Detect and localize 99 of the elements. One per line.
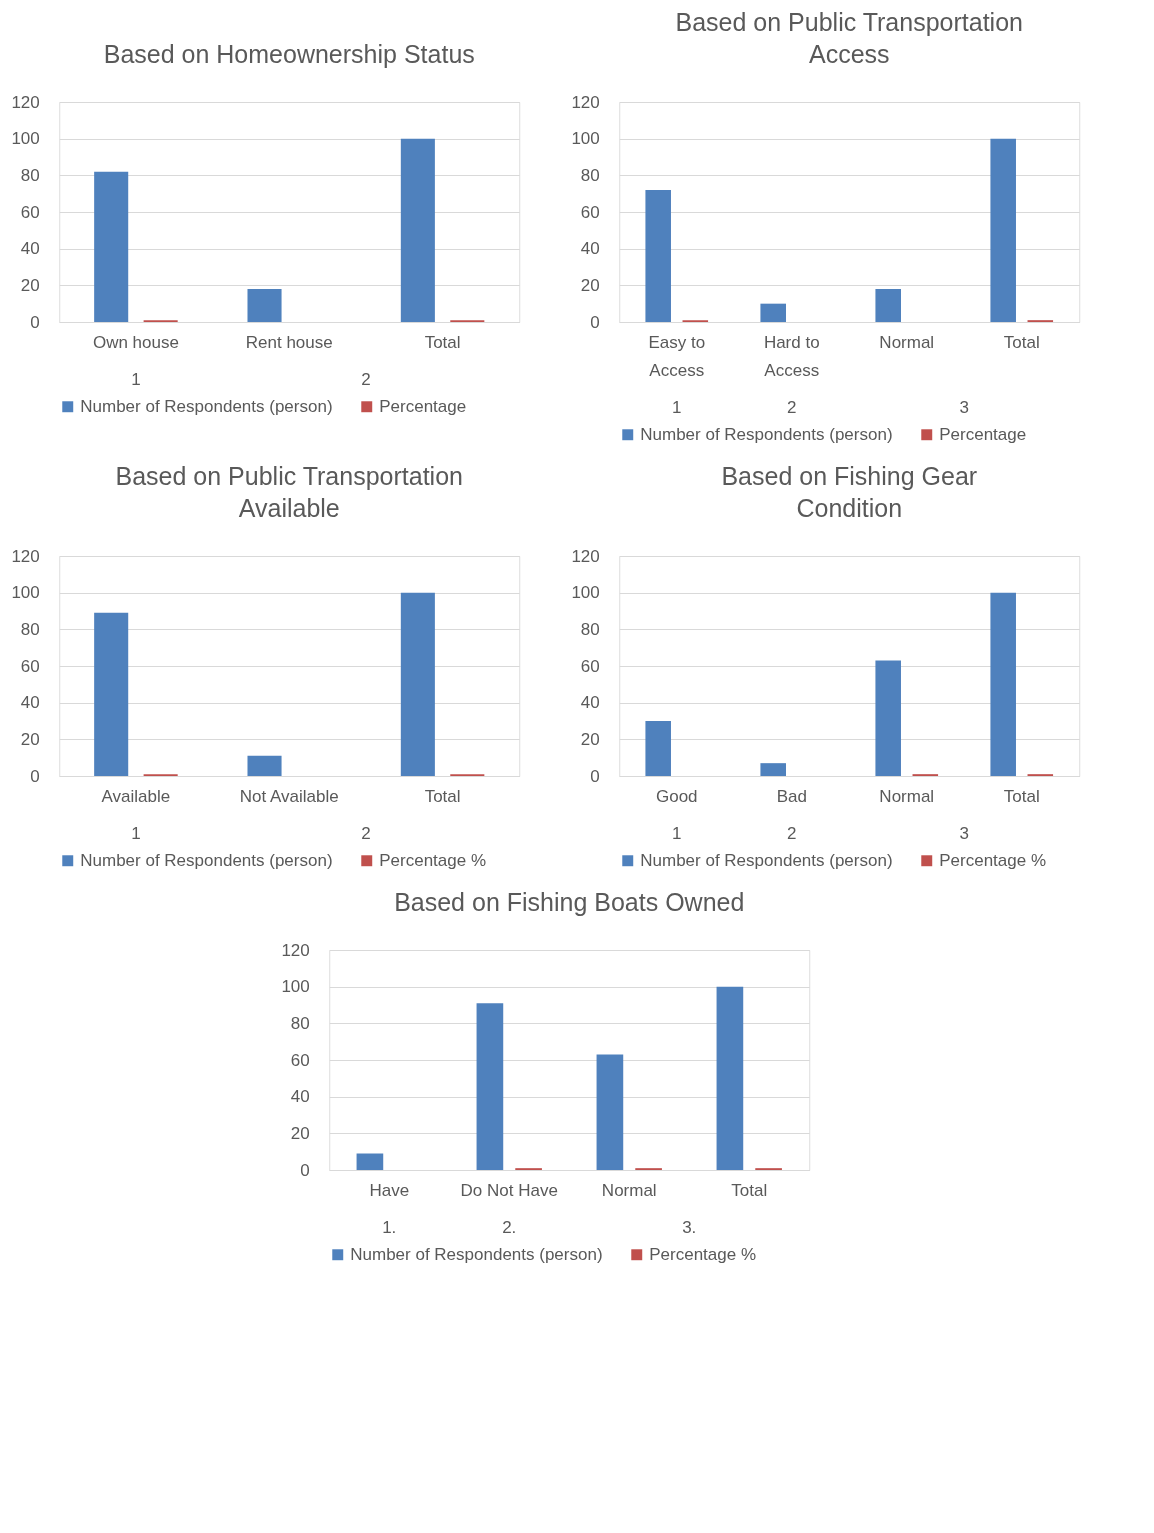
text: 2 xyxy=(361,370,371,389)
y-tick-label: 80 xyxy=(580,165,600,185)
bar xyxy=(596,1054,624,1170)
y-tick-label: 60 xyxy=(20,656,40,676)
legend-label: Number of Respondents (person) xyxy=(640,424,893,444)
x-tick-label: Available xyxy=(101,786,171,806)
x-tick-label: Rent house xyxy=(245,332,333,352)
y-tick-label: 20 xyxy=(580,729,600,749)
x-tick-label: Total xyxy=(1003,786,1040,806)
y-tick-label: 0 xyxy=(590,766,600,786)
bar xyxy=(247,289,282,322)
legend-label: Number of Respondents (person) xyxy=(350,1244,603,1264)
legend-label: Percentage % xyxy=(649,1244,757,1264)
y-tick-label: 40 xyxy=(580,239,600,259)
text: 1 xyxy=(672,824,682,843)
chart-title: Based on Public Transportation Available xyxy=(115,462,463,522)
y-tick-label: 60 xyxy=(580,656,600,676)
x-tick-label: Not Available xyxy=(239,786,339,806)
bar xyxy=(875,660,901,776)
y-tick-label: 120 xyxy=(571,546,600,566)
bar xyxy=(760,763,786,776)
legend-label: Number of Respondents (person) xyxy=(80,850,333,870)
y-tick-label: 80 xyxy=(20,619,40,639)
y-tick-label: 20 xyxy=(290,1123,310,1143)
x-tick-label: Total xyxy=(731,1180,768,1200)
x-tick-label: Normal xyxy=(601,1180,657,1200)
y-tick-label: 100 xyxy=(571,583,600,603)
y-tick-label: 20 xyxy=(580,275,600,295)
y-tick-label: 40 xyxy=(290,1087,310,1107)
y-tick-label: 120 xyxy=(11,92,40,112)
bar xyxy=(94,612,129,776)
bar xyxy=(875,289,901,322)
text: 2 xyxy=(361,824,371,843)
chart-title: Based on Fishing Gear Condition xyxy=(721,462,978,522)
x-tick-label: Total xyxy=(1003,332,1040,352)
y-tick-label: 40 xyxy=(20,693,40,713)
legend-label: Percentage xyxy=(379,396,467,416)
x-tick-label: Normal xyxy=(879,332,935,352)
bar xyxy=(716,986,744,1170)
text: 1 xyxy=(131,370,141,389)
y-tick-label: 0 xyxy=(300,1160,310,1180)
x-tick-label: Own house xyxy=(92,332,179,352)
x-tick-label: Easy to Access xyxy=(648,332,706,380)
y-tick-label: 100 xyxy=(571,129,600,149)
y-tick-label: 20 xyxy=(20,275,40,295)
x-tick-label: Good xyxy=(655,786,698,806)
text: 1 xyxy=(672,398,682,417)
y-tick-label: 0 xyxy=(30,312,40,332)
y-tick-label: 40 xyxy=(20,239,40,259)
legend-label: Percentage % xyxy=(379,850,487,870)
y-tick-label: 120 xyxy=(11,546,40,566)
x-tick-label: Normal xyxy=(879,786,935,806)
text: 2. xyxy=(502,1218,517,1237)
x-tick-label: Bad xyxy=(776,786,807,806)
y-tick-label: 60 xyxy=(580,202,600,222)
text: 1. xyxy=(382,1218,397,1237)
legend-label: Percentage xyxy=(939,424,1027,444)
x-tick-label: Do Not Have xyxy=(460,1180,558,1200)
text: 3. xyxy=(682,1218,697,1237)
y-tick-label: 80 xyxy=(580,619,600,639)
bar xyxy=(247,755,282,776)
y-tick-label: 0 xyxy=(30,766,40,786)
bar xyxy=(645,190,671,322)
bar xyxy=(990,138,1016,322)
chart-title: Based on Public Transportation Access xyxy=(675,8,1023,68)
x-tick-label: Hard to Access xyxy=(763,332,820,380)
legend-label: Number of Respondents (person) xyxy=(640,850,893,870)
y-tick-label: 0 xyxy=(590,312,600,332)
legend-label: Number of Respondents (person) xyxy=(80,396,333,416)
y-tick-label: 100 xyxy=(11,583,40,603)
text: 1 xyxy=(131,824,141,843)
legend-label: Percentage % xyxy=(939,850,1047,870)
x-tick-label: Total xyxy=(424,332,461,352)
x-tick-label: Total xyxy=(424,786,461,806)
bar xyxy=(990,592,1016,776)
bar xyxy=(760,303,786,322)
text: 3 xyxy=(959,824,969,843)
chart-title: Based on Fishing Boats Owned xyxy=(394,888,745,916)
text: 2 xyxy=(787,824,797,843)
y-tick-label: 120 xyxy=(571,92,600,112)
bar xyxy=(476,1003,504,1170)
y-tick-label: 60 xyxy=(290,1050,310,1070)
bar xyxy=(356,1153,384,1170)
bar xyxy=(400,138,435,322)
x-tick-label: Have xyxy=(369,1180,410,1200)
y-tick-label: 80 xyxy=(290,1013,310,1033)
text: 3 xyxy=(959,398,969,417)
y-tick-label: 100 xyxy=(281,977,310,997)
text: 2 xyxy=(787,398,797,417)
bar xyxy=(400,592,435,776)
bar xyxy=(645,721,671,776)
y-tick-label: 120 xyxy=(281,940,310,960)
y-tick-label: 100 xyxy=(11,129,40,149)
bar xyxy=(94,171,129,322)
y-tick-label: 20 xyxy=(20,729,40,749)
chart-title: Based on Homeownership Status xyxy=(103,40,475,68)
y-tick-label: 40 xyxy=(580,693,600,713)
y-tick-label: 60 xyxy=(20,202,40,222)
y-tick-label: 80 xyxy=(20,165,40,185)
